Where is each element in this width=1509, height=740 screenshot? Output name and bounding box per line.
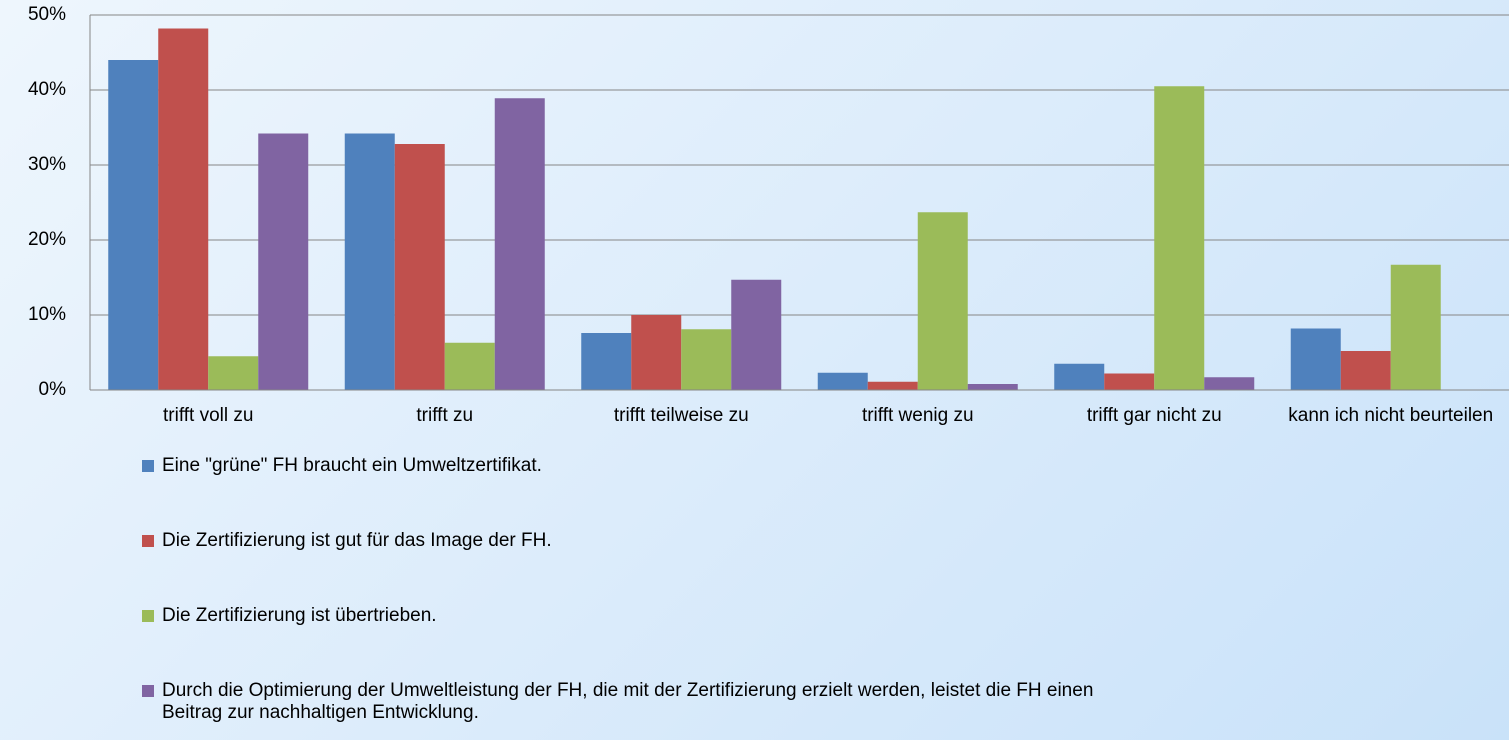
x-tick-label: kann ich nicht beurteilen (1288, 405, 1494, 426)
bar (867, 381, 918, 390)
bar (108, 60, 159, 390)
bar (344, 133, 395, 390)
bar (1340, 351, 1391, 390)
y-tick-label: 10% (28, 304, 66, 325)
legend-item: Durch die Optimierung der Umweltleistung… (142, 680, 1142, 724)
x-tick-label: trifft zu (416, 405, 474, 426)
bar (158, 28, 209, 390)
bar (967, 384, 1018, 390)
legend-label: Die Zertifizierung ist gut für das Image… (162, 530, 552, 551)
legend-swatch (142, 460, 154, 472)
bar (1204, 377, 1255, 390)
bar (1290, 328, 1341, 390)
bar (581, 333, 632, 390)
bar (394, 144, 445, 390)
legend-item: Eine "grüne" FH braucht ein Umweltzertif… (142, 455, 1142, 477)
x-tick-label: trifft wenig zu (861, 405, 974, 426)
bar (917, 212, 968, 390)
y-tick-label: 50% (28, 4, 66, 25)
bar (1054, 363, 1105, 390)
x-tick-label: trifft gar nicht zu (1086, 405, 1222, 426)
bar (494, 98, 545, 390)
x-tick-label: trifft teilweise zu (613, 405, 749, 426)
bar (444, 342, 495, 390)
bar (817, 372, 868, 390)
bar (681, 329, 732, 390)
legend-swatch (142, 610, 154, 622)
bar (258, 133, 309, 390)
bar (1154, 86, 1205, 390)
y-tick-label: 0% (39, 379, 67, 400)
y-tick-label: 40% (28, 79, 66, 100)
y-tick-label: 30% (28, 154, 66, 175)
legend-label: Durch die Optimierung der Umweltleistung… (162, 680, 1094, 723)
legend-item: Die Zertifizierung ist übertrieben. (142, 605, 1142, 627)
legend-swatch (142, 535, 154, 547)
y-tick-label: 20% (28, 229, 66, 250)
bar (208, 356, 259, 390)
bar (1390, 264, 1441, 390)
bar (631, 315, 682, 390)
legend-label: Die Zertifizierung ist übertrieben. (162, 605, 437, 626)
bar (1104, 373, 1155, 390)
x-tick-label: trifft voll zu (163, 405, 254, 426)
legend-swatch (142, 685, 154, 697)
legend-label: Eine "grüne" FH braucht ein Umweltzertif… (162, 455, 542, 476)
legend-item: Die Zertifizierung ist gut für das Image… (142, 530, 1142, 552)
bar (731, 279, 782, 390)
